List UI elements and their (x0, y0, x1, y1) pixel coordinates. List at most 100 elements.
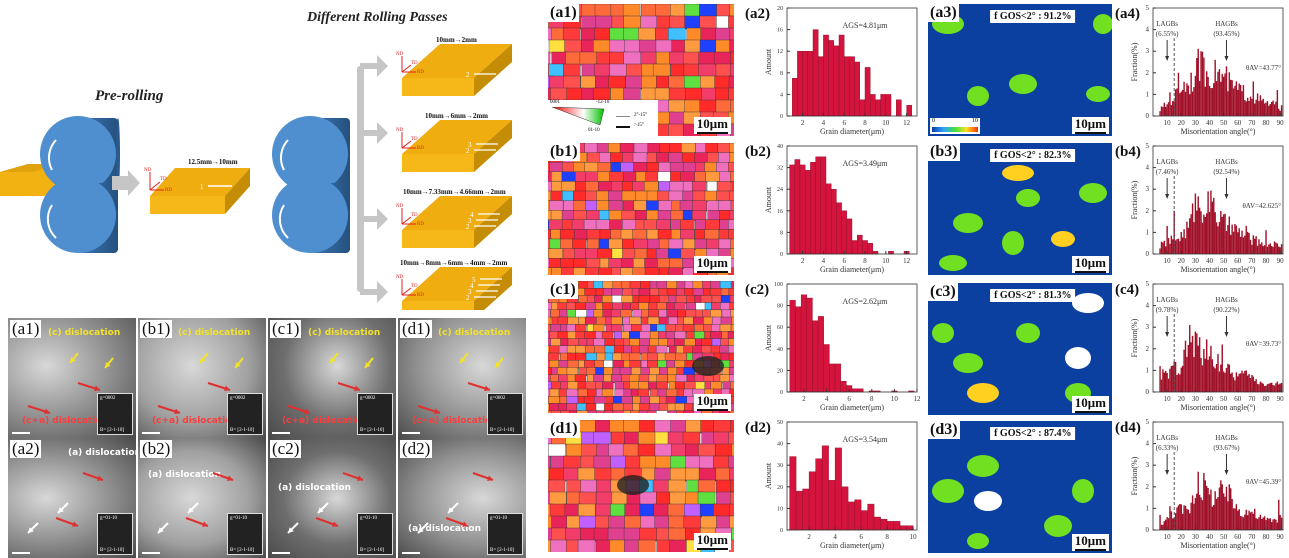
histogram-bar (893, 521, 901, 531)
misorientation-bar (1187, 509, 1190, 530)
axis-label-nd: ND (396, 128, 404, 133)
misorientation-bar (1186, 356, 1188, 392)
grain (683, 410, 695, 413)
y-axis-label: Amount (764, 48, 773, 75)
histogram-bar (838, 34, 845, 117)
misorientation-bar (1204, 217, 1206, 254)
grain (623, 410, 635, 413)
misorientation-bar (1215, 81, 1218, 116)
lagb-label: LAGBs (1156, 158, 1178, 166)
x-tick-label: 2 (801, 257, 805, 265)
y-axis-label: Fraction(%) (1130, 456, 1139, 495)
misorientation-bar (1244, 514, 1246, 530)
grain (683, 75, 702, 90)
histogram-bar (899, 525, 907, 531)
a-dislocation-label: (a) dislocation (408, 524, 481, 534)
misorientation-bar (1270, 522, 1273, 530)
pre-rolled-plate: 1 ND TD RD (144, 168, 250, 214)
misorientation-bar (1183, 505, 1185, 530)
misorientation-bar (1244, 235, 1246, 254)
grain (710, 309, 722, 319)
theta-av-annotation: θAV=39.73° (1246, 340, 1281, 348)
chart-c4: 0 1 2 3 4 5 10 20 30 40 50 60 70 80 90 Misorientation a… (1115, 276, 1289, 414)
gos-map: (b3) f GOS<2° : 82.3% 10μm (928, 143, 1112, 275)
x-tick-label: 12 (903, 257, 911, 265)
grain (548, 309, 551, 319)
y-tick-label: 100 (774, 282, 783, 288)
grain (585, 381, 597, 391)
grain (701, 345, 713, 355)
pass-number: 5 (472, 276, 476, 284)
grain (684, 39, 702, 54)
rotation-arrow-icon (47, 139, 57, 171)
pass-number: 3 (468, 141, 472, 149)
misorientation-bar (1201, 500, 1204, 530)
panel-label: (a2) (745, 6, 770, 22)
grain (565, 527, 583, 542)
grain (638, 410, 651, 413)
grain (719, 374, 732, 383)
y-axis-label: Fraction(%) (1130, 180, 1139, 219)
scale-bar: 10μm (1071, 396, 1109, 413)
grain (620, 162, 635, 174)
grain (560, 257, 575, 269)
grain (608, 257, 623, 269)
misorientation-bar (1261, 242, 1263, 254)
grain (667, 431, 686, 446)
grain (565, 443, 584, 458)
x-tick-label: 8 (863, 119, 867, 127)
misorientation-bar (1210, 345, 1212, 392)
misorientation-bar (1230, 488, 1232, 530)
grain (701, 515, 719, 530)
grain (715, 443, 733, 458)
misorientation-bar (1200, 211, 1202, 254)
misorientation-bar (1221, 344, 1223, 392)
misorientation-bar (1231, 499, 1233, 530)
scale-label: 10μm (1074, 116, 1106, 131)
scale-bar: 10μm (693, 116, 731, 134)
grain (641, 51, 659, 66)
scale-label: 10μm (696, 116, 728, 131)
scale-line (696, 409, 728, 411)
misorientation-bar (1239, 373, 1242, 392)
g-vector: g=01-10 (490, 516, 507, 521)
misorientation-bar (1266, 246, 1269, 254)
histogram-bar (795, 306, 802, 393)
hagb-value: (93.45%) (1213, 30, 1240, 38)
grain (638, 27, 656, 42)
misorientation-bar (1235, 372, 1238, 392)
grain (624, 39, 642, 54)
grain (629, 316, 641, 326)
misorientation-bar (1162, 524, 1164, 530)
x-tick-label: 50 (1220, 119, 1228, 127)
grain (698, 63, 716, 78)
grain (730, 403, 734, 412)
histogram-bar (851, 388, 858, 393)
grain (559, 229, 575, 241)
grain (601, 295, 614, 304)
grain (593, 374, 605, 383)
misorientation-bar (1194, 331, 1197, 392)
grain (670, 420, 688, 434)
grain (704, 229, 719, 241)
grain (716, 190, 731, 202)
misorientation-bar (1160, 379, 1163, 392)
grain (601, 388, 614, 398)
axis-label-rd: RD (417, 146, 424, 151)
misorientation-bar (1191, 203, 1194, 254)
grain (549, 162, 564, 174)
grain (685, 309, 697, 319)
misorientation-bar (1167, 378, 1170, 392)
x-axis-label: Misorientation angle(°) (1181, 127, 1256, 136)
misorientation-bar (1215, 363, 1218, 392)
misorientation-bar (1172, 101, 1174, 116)
misorientation-bar (1179, 241, 1181, 254)
misorientation-bar (1215, 498, 1218, 530)
misorientation-bar (1207, 488, 1209, 530)
misorientation-bar (1269, 518, 1271, 530)
grain (639, 420, 657, 434)
panel-label: (a1) (10, 319, 42, 338)
grain (629, 352, 641, 362)
x-axis-label: Grain diameter(μm) (820, 403, 884, 412)
grain (705, 143, 720, 154)
